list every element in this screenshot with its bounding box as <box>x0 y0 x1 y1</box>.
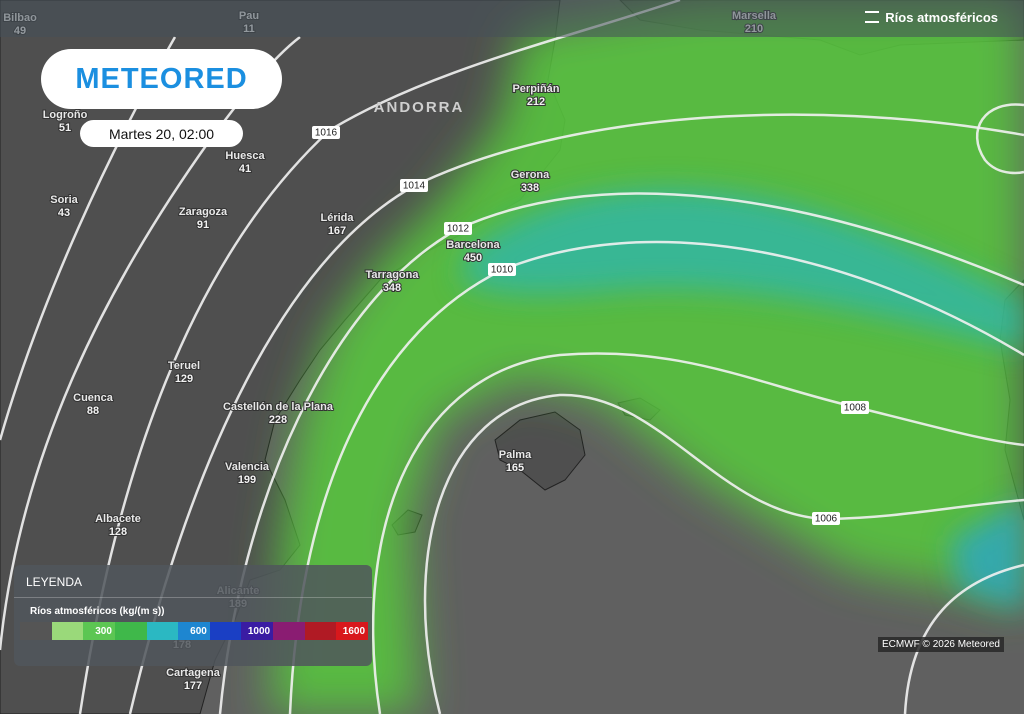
city-name: Castellón de la Plana <box>223 401 334 413</box>
legend-segment <box>146 622 179 640</box>
city-name: Huesca <box>225 150 265 162</box>
city-name: Valencia <box>225 461 270 473</box>
isobar <box>423 393 1024 714</box>
legend-segment: 300 <box>83 622 115 640</box>
isobar-label-box <box>444 222 472 235</box>
legend-segment: 600 <box>178 622 210 640</box>
city-value: 348 <box>383 282 401 294</box>
layer-name[interactable]: Ríos atmosféricos <box>865 10 998 25</box>
city-value: 88 <box>87 405 99 417</box>
city-value: 338 <box>521 182 539 194</box>
city-name: Logroño <box>43 109 88 121</box>
isobar-label: 1012 <box>447 224 470 235</box>
legend-separator <box>14 597 372 598</box>
legend-subtitle: Ríos atmosféricos (kg/(m s)) <box>30 606 165 617</box>
isobar-label-box <box>812 512 840 525</box>
legend-segment <box>304 622 337 640</box>
city-value: 228 <box>269 414 287 426</box>
city-value: 41 <box>239 163 251 175</box>
legend-segment <box>209 622 242 640</box>
city-name: Cartagena <box>166 667 221 679</box>
legend: LEYENDA Ríos atmosféricos (kg/(m s)) 300… <box>14 565 372 666</box>
isobar-label-box <box>400 179 428 192</box>
layer-icon <box>865 11 880 23</box>
city-value: 177 <box>184 680 202 692</box>
city-value: 199 <box>238 474 256 486</box>
legend-segment <box>114 622 147 640</box>
city-name: Zaragoza <box>179 206 228 218</box>
city-name: Tarragona <box>366 269 420 281</box>
river-core <box>460 188 1024 610</box>
city-name: Gerona <box>511 169 550 181</box>
city-value: 43 <box>58 207 70 219</box>
date-badge: Martes 20, 02:00 <box>80 120 243 147</box>
logo: METEORED <box>41 49 282 109</box>
isobar <box>975 103 1024 175</box>
city-name: Cuenca <box>73 392 114 404</box>
city-value: 450 <box>464 252 482 264</box>
credit: ECMWF © 2026 Meteored <box>878 637 1004 652</box>
city-name: Barcelona <box>446 239 500 251</box>
isobar <box>372 352 1024 714</box>
labels: ANDORRA Bilbao49Pau11Marsella210Logroño5… <box>2 9 778 693</box>
region-label: ANDORRA <box>374 99 465 116</box>
city-value: 167 <box>328 225 346 237</box>
city-name: Teruel <box>168 360 200 372</box>
city-value: 128 <box>109 526 127 538</box>
isobar-label: 1008 <box>844 403 867 414</box>
isobar-label-box <box>488 263 516 276</box>
city-name: Perpiñán <box>512 83 559 95</box>
city-value: 91 <box>197 219 209 231</box>
isobar-label: 1006 <box>815 514 838 525</box>
isobar <box>903 563 1024 714</box>
legend-scale: 300 600 1000 1600 <box>20 622 369 640</box>
legend-segment: 1600 <box>336 622 369 640</box>
layer-title: Ríos atmosféricos <box>885 10 998 25</box>
isobar-label: 1010 <box>491 265 514 276</box>
isobar <box>78 0 681 714</box>
top-bar: Ríos atmosféricos <box>0 0 1024 37</box>
city-name: Albacete <box>95 513 141 525</box>
isobar-label-box <box>312 126 340 139</box>
isobar-label: 1014 <box>403 181 426 192</box>
city-value: 51 <box>59 122 71 134</box>
legend-segment <box>20 622 52 640</box>
legend-segment: 1000 <box>241 622 274 640</box>
isobar-label-box <box>841 401 869 414</box>
city-name: Palma <box>499 449 532 461</box>
legend-title: LEYENDA <box>26 575 83 589</box>
city-value: 129 <box>175 373 193 385</box>
isobar-label: 1016 <box>315 128 338 139</box>
city-name: Soria <box>50 194 78 206</box>
city-value: 165 <box>506 462 524 474</box>
legend-segment <box>273 622 305 640</box>
city-value: 212 <box>527 96 545 108</box>
city-name: Lérida <box>320 212 354 224</box>
island-mallorca <box>494 411 586 491</box>
legend-segment <box>51 622 84 640</box>
